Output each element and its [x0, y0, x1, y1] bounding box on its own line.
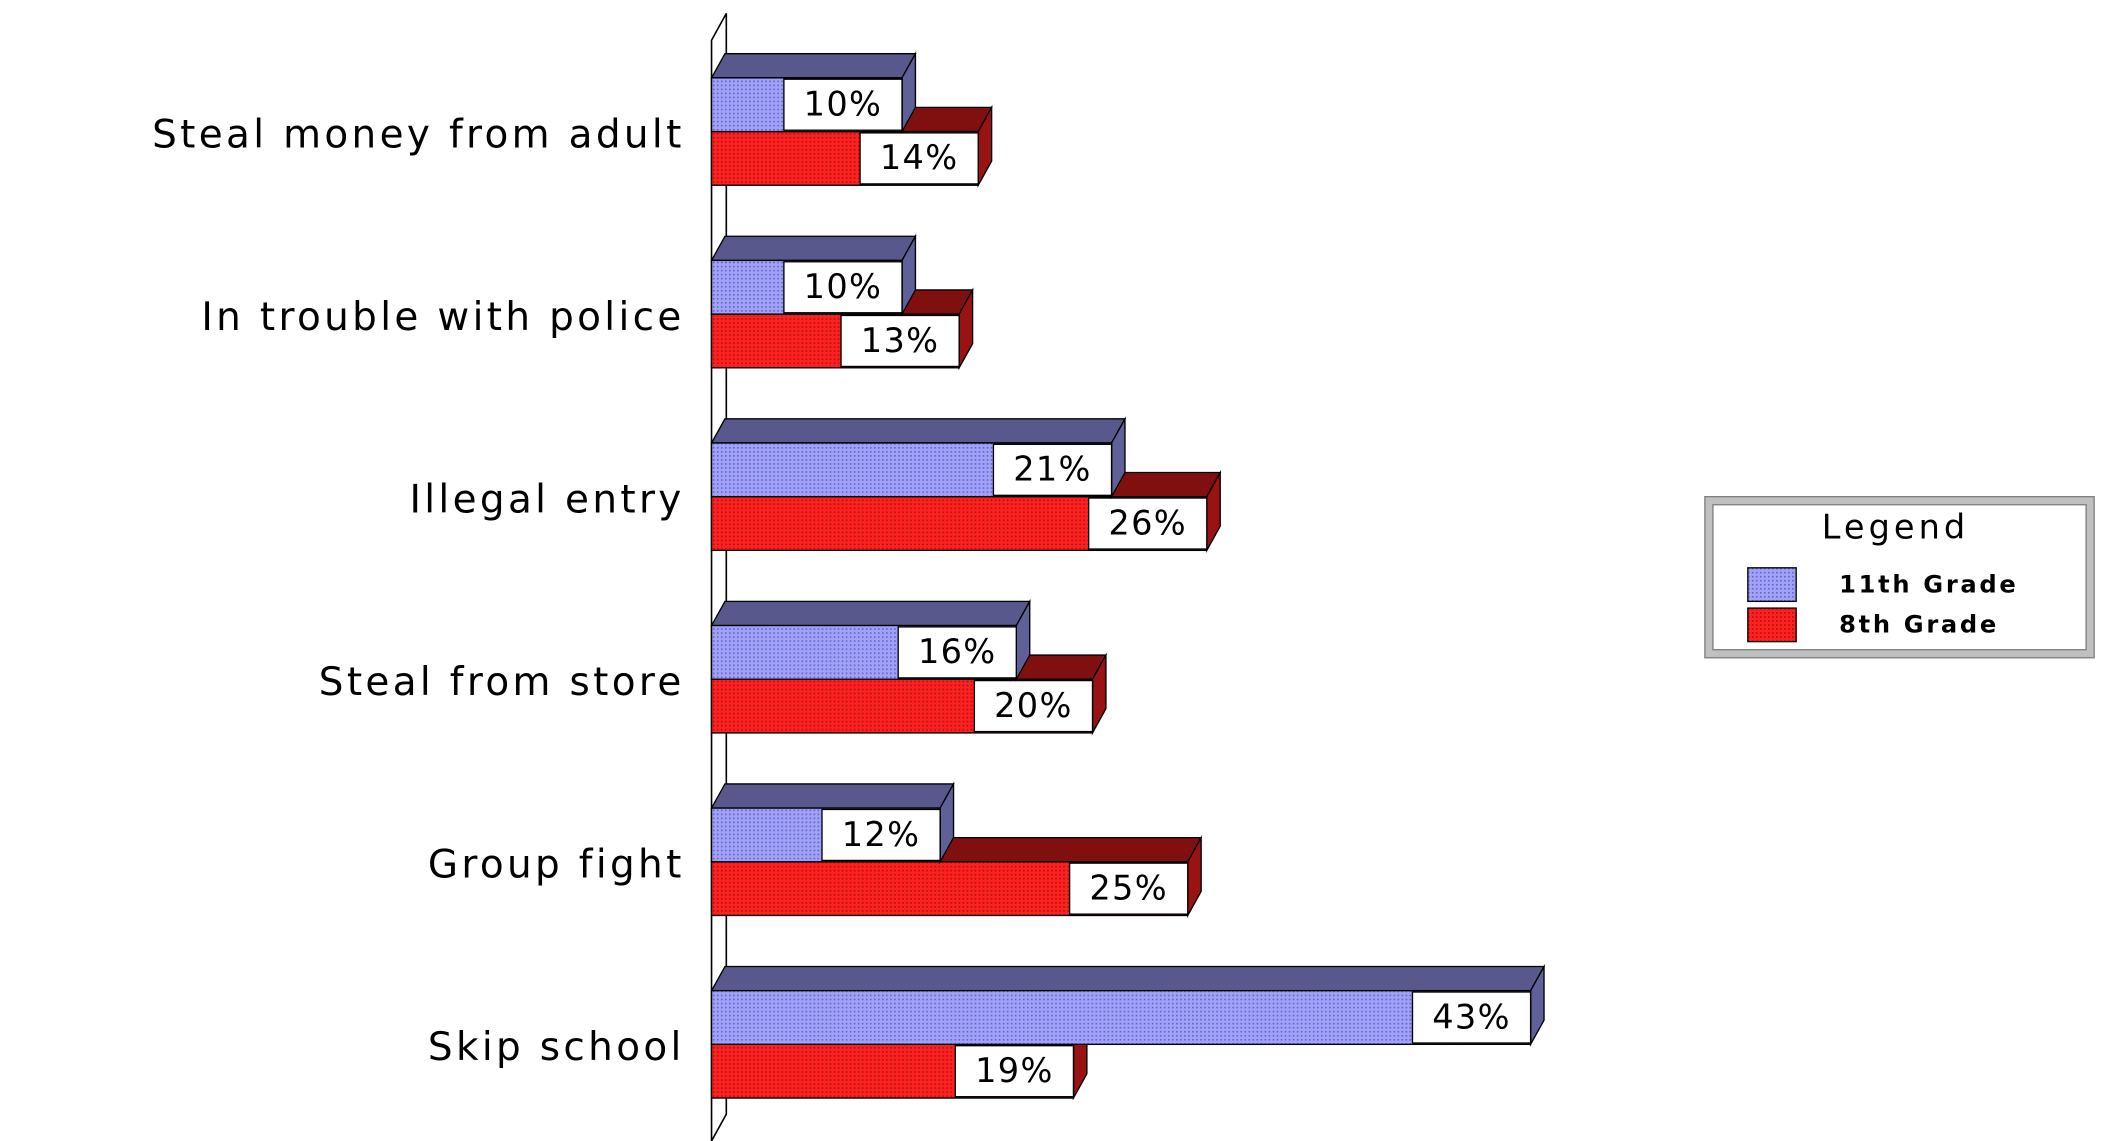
- value-label-box: [1411, 991, 1532, 1044]
- value-label-box: [859, 132, 979, 185]
- value-label-box: [1087, 497, 1208, 550]
- value-label-box: [1068, 862, 1189, 915]
- bar-top-face: [710, 965, 1546, 992]
- value-label: 19%: [975, 1051, 1054, 1090]
- category-label: Group fight: [428, 843, 685, 888]
- value-label: 20%: [994, 686, 1073, 725]
- bar-top-face: [710, 418, 1127, 444]
- category-label: Steal from store: [319, 660, 685, 705]
- value-label: 25%: [1089, 868, 1168, 907]
- legend-swatch-texture: [1747, 567, 1797, 602]
- value-label-box: [783, 261, 903, 314]
- value-label-box: [954, 1045, 1075, 1098]
- value-label-box: [992, 443, 1113, 496]
- legend-swatch-texture: [1747, 608, 1797, 642]
- value-label-box: [783, 78, 903, 131]
- value-label: 43%: [1432, 997, 1511, 1036]
- bar-texture: [711, 990, 1531, 1045]
- bar-top-face: [710, 53, 917, 79]
- value-label-box: [973, 679, 1094, 733]
- legend-label: 8th Grade: [1839, 611, 1999, 639]
- legend-title: Legend: [1822, 507, 1969, 546]
- value-label: 10%: [804, 267, 883, 306]
- value-label-box: [840, 314, 960, 368]
- category-label: Skip school: [428, 1025, 685, 1070]
- legend-label: 11th Grade: [1839, 570, 2018, 598]
- value-label: 16%: [918, 632, 997, 671]
- bar-top-face: [710, 600, 1031, 627]
- value-label-box: [897, 626, 1017, 679]
- bar-top-face: [710, 235, 917, 262]
- category-label: Illegal entry: [409, 478, 684, 523]
- value-label-box: [821, 808, 941, 862]
- value-label: 10%: [804, 85, 883, 124]
- value-label: 14%: [880, 138, 959, 177]
- value-label: 12%: [842, 815, 921, 854]
- value-label: 26%: [1108, 503, 1187, 542]
- bar-top-face: [710, 783, 955, 809]
- value-label: 13%: [861, 321, 940, 360]
- legend: Legend 11th Grade 8th Grade: [1704, 495, 2095, 659]
- category-label: In trouble with police: [201, 295, 684, 340]
- value-label: 21%: [1013, 450, 1092, 489]
- category-label: Steal money from adult: [152, 112, 685, 157]
